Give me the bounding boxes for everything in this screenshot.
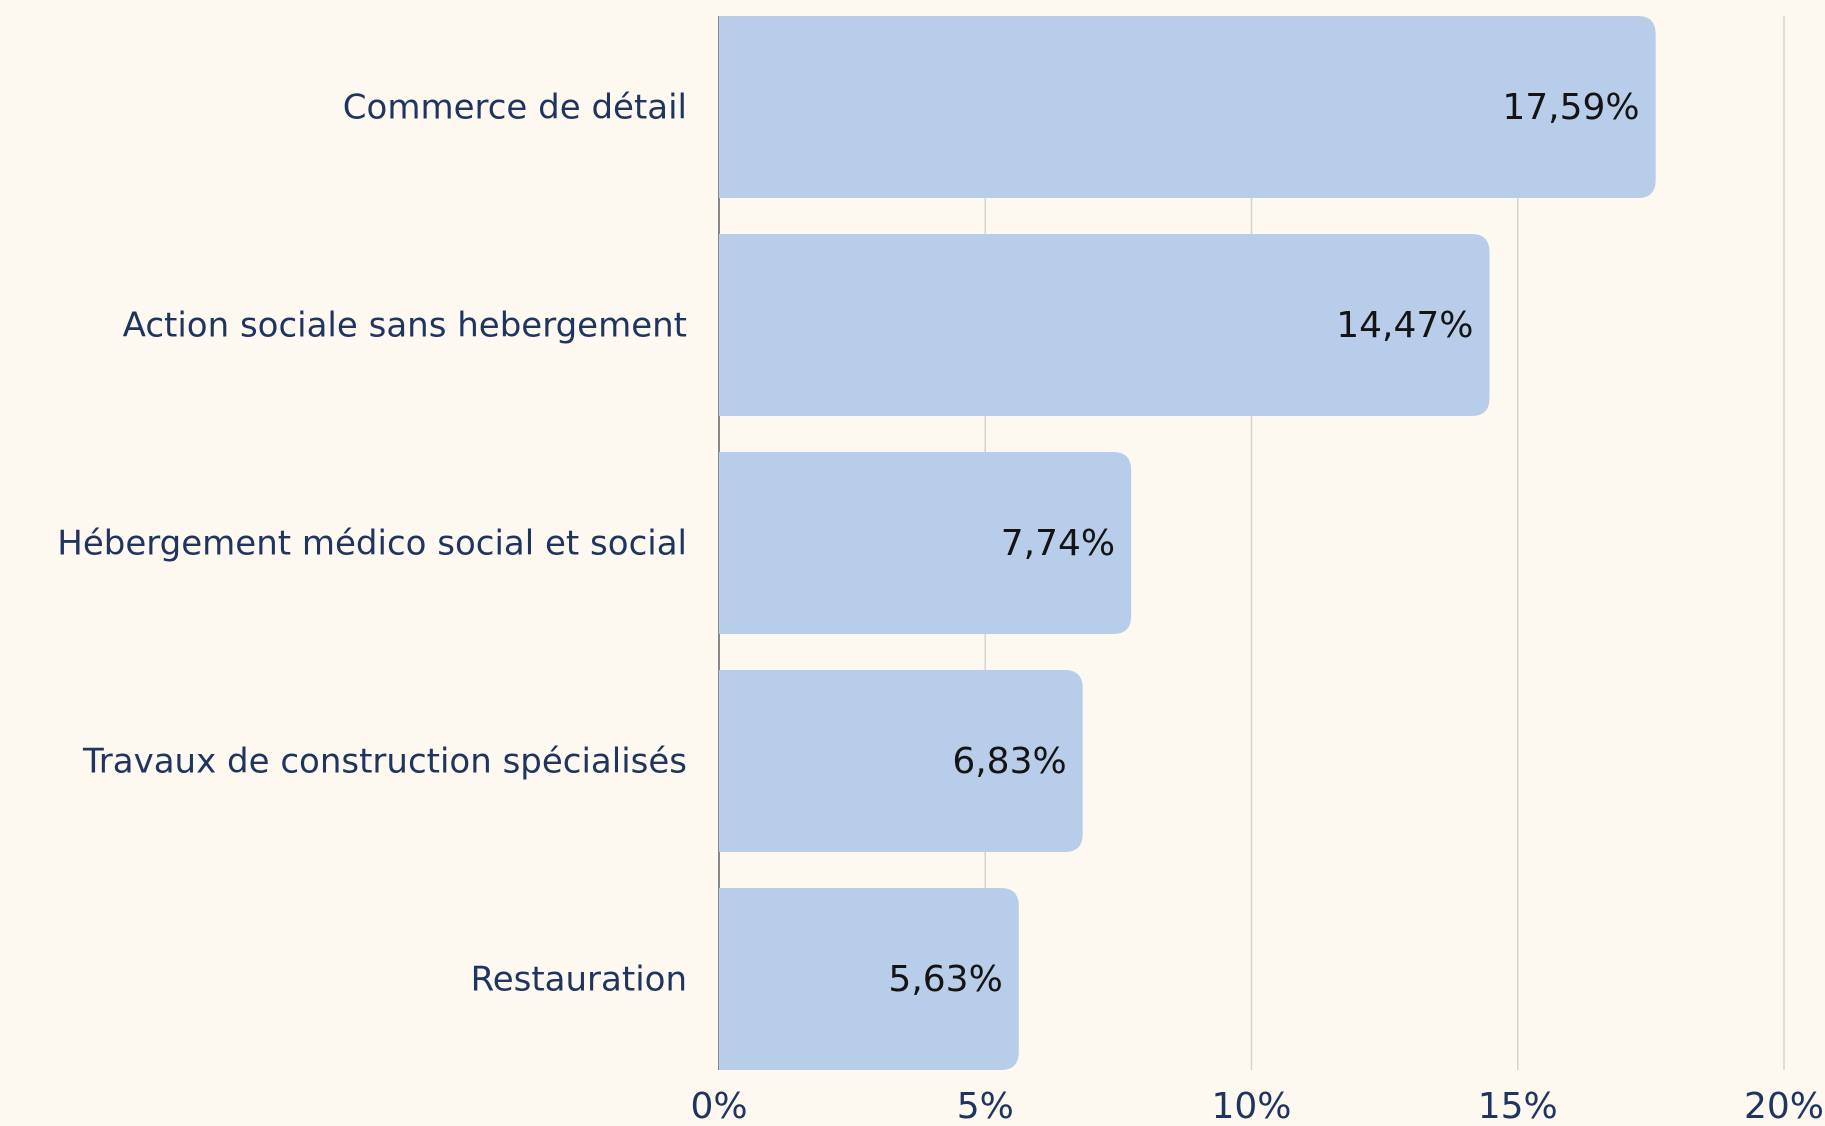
y-tick-label: Commerce de détail bbox=[343, 88, 687, 128]
x-tick-label: 5% bbox=[957, 1086, 1014, 1126]
bar bbox=[719, 888, 1019, 1070]
y-tick-label: Hébergement médico social et social bbox=[57, 524, 687, 564]
value-label: 5,63% bbox=[888, 959, 1002, 1000]
x-tick-label: 15% bbox=[1478, 1086, 1558, 1126]
value-label: 14,47% bbox=[1336, 305, 1473, 346]
value-label: 17,59% bbox=[1502, 87, 1639, 128]
bar bbox=[719, 670, 1083, 852]
y-tick-label: Restauration bbox=[471, 960, 687, 1000]
x-tick-label: 0% bbox=[690, 1086, 747, 1126]
bar bbox=[719, 16, 1656, 198]
y-tick-label: Travaux de construction spécialisés bbox=[82, 742, 687, 782]
value-label: 6,83% bbox=[952, 741, 1066, 782]
bar bbox=[719, 452, 1132, 634]
value-label: 7,74% bbox=[1001, 523, 1115, 564]
y-tick-label: Action sociale sans hebergement bbox=[123, 306, 687, 346]
x-tick-label: 20% bbox=[1744, 1086, 1824, 1126]
x-tick-label: 10% bbox=[1211, 1086, 1291, 1126]
bar bbox=[719, 234, 1490, 416]
